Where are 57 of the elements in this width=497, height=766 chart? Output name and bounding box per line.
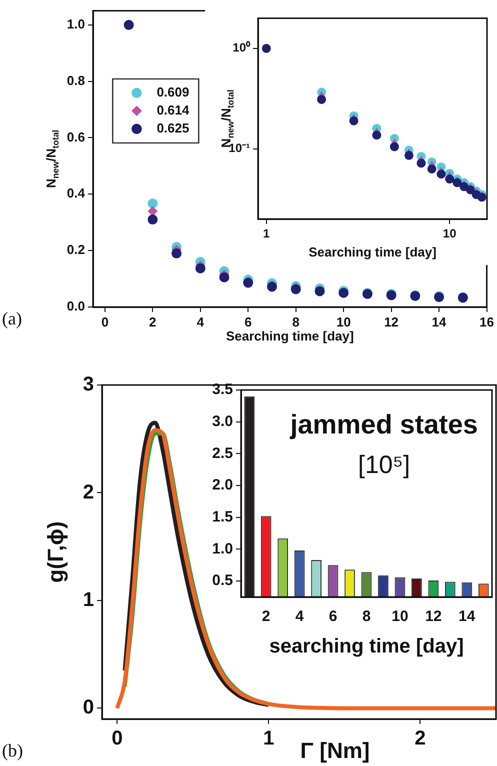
text: [10⁵] <box>358 450 410 479</box>
legend-label: 0.614 <box>156 102 190 118</box>
legend-label: 0.625 <box>156 120 190 136</box>
y-tick-label: 1 <box>82 589 94 611</box>
y-tick-label: 1.5 <box>212 508 233 526</box>
y-axis-title: g(Γ,ϕ) <box>43 521 68 583</box>
x-tick-label: 14 <box>458 608 476 626</box>
x-tick-label: 12 <box>425 608 442 626</box>
x-axis-title: Searching time [day] <box>226 328 354 344</box>
point <box>172 248 182 258</box>
x-tick-label: 2 <box>149 314 156 330</box>
x-tick-label: 1 <box>263 728 274 750</box>
text: (a) <box>2 308 22 329</box>
x-tick-label: 14 <box>432 314 448 330</box>
x-tick-label: 0 <box>112 728 123 750</box>
x-tick-label: 4 <box>295 608 304 626</box>
x-tick-label: 4 <box>196 314 205 330</box>
x-tick-label: 6 <box>244 314 252 330</box>
point <box>148 206 158 216</box>
y-tick-label: 1.0 <box>212 540 233 558</box>
y-tick-label: 0.2 <box>66 242 85 258</box>
y-axis-title: Nnew/Ntotal <box>44 130 60 188</box>
x-tick-label: 2 <box>262 608 270 626</box>
x-tick-label: 8 <box>292 314 300 330</box>
y-tick-label: 0.5 <box>212 572 233 590</box>
x-tick-label: 16 <box>480 314 494 330</box>
x-axis-title: Searching time [day] <box>308 244 436 260</box>
y-tick-label: 2.5 <box>212 444 233 462</box>
text: jammed states <box>289 409 478 440</box>
x-tick-label: 12 <box>384 314 399 330</box>
point <box>124 20 134 30</box>
y-tick-label: 2 <box>82 481 94 504</box>
point <box>148 214 158 225</box>
y-tick-label: 2.0 <box>212 476 233 494</box>
y-tick-label: 1.0 <box>66 16 85 32</box>
y-tick-label: 3.0 <box>212 412 233 430</box>
x-tick-label: 10 <box>392 608 408 626</box>
y-tick-label: 0.8 <box>66 72 85 88</box>
point <box>219 272 230 282</box>
x-axis-title: Γ [Nm] <box>300 738 370 764</box>
y-tick-label: 10⁰ <box>232 40 251 55</box>
legend-label: 0.609 <box>156 84 190 100</box>
y-tick-label: 0 <box>82 696 94 719</box>
x-tick-label: 8 <box>362 608 371 626</box>
x-tick-label: 6 <box>328 608 338 626</box>
y-tick-label: 0.6 <box>66 129 85 144</box>
x-tick-label: 10 <box>336 314 351 330</box>
point <box>195 263 206 274</box>
y-tick-label: 3 <box>82 374 94 396</box>
x-tick-label: 10 <box>442 226 457 241</box>
y-tick-label: 0.0 <box>66 298 85 314</box>
x-tick-label: 2 <box>414 728 426 750</box>
point <box>148 198 158 208</box>
x-axis-title: searching time [day] <box>269 636 464 658</box>
y-tick-label: 0.4 <box>66 186 86 201</box>
text: (b) <box>2 740 23 761</box>
x-tick-label: 0 <box>101 314 109 330</box>
